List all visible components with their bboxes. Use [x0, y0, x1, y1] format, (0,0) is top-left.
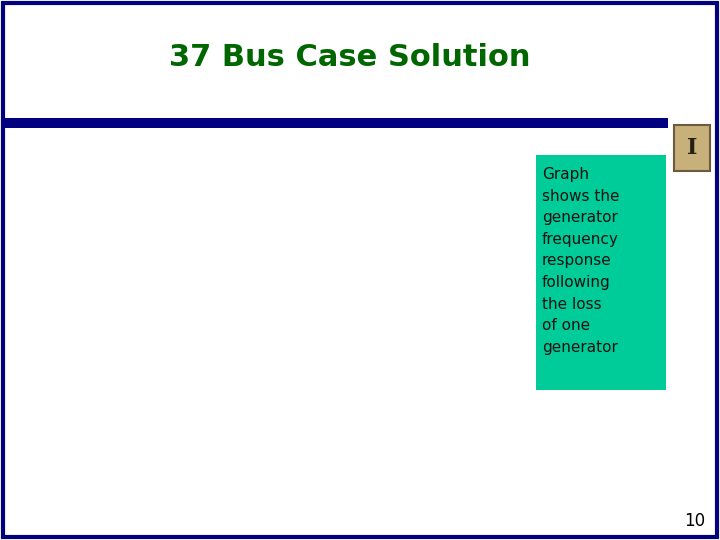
- Text: 37 Bus Case Solution: 37 Bus Case Solution: [169, 44, 531, 72]
- Bar: [674, 125, 710, 171]
- Bar: [536, 155, 666, 390]
- Text: I: I: [687, 137, 697, 159]
- Bar: [3, 118, 668, 128]
- Text: Graph
shows the
generator
frequency
response
following
the loss
of one
generator: Graph shows the generator frequency resp…: [542, 167, 619, 355]
- Text: 10: 10: [685, 512, 706, 530]
